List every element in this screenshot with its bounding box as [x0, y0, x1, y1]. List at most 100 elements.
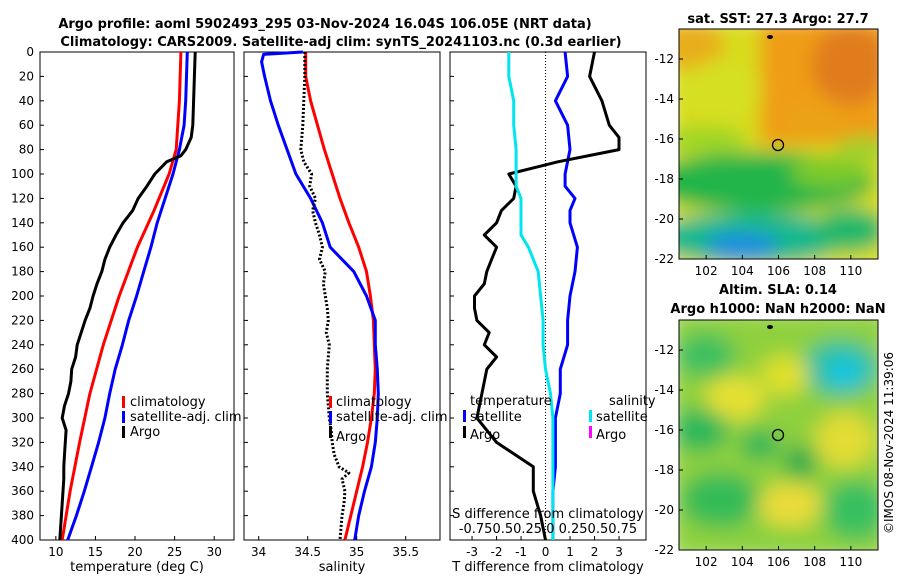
series-line-argo	[299, 52, 351, 541]
sla-map-subtitle: Argo h1000: NaN h2000: NaN	[670, 302, 885, 317]
timestamp: ©IMOS 08-Nov-2024 11:39:06	[882, 352, 896, 534]
sst-map-axes: 102 104 106 108 110 -12 -14 -16 -18 -20 -22	[654, 52, 862, 278]
map-x-tick-label: 102	[695, 555, 718, 569]
map-x-tick-label: 106	[767, 264, 790, 278]
x-tick-label: 15	[88, 545, 103, 559]
island-marker	[767, 35, 773, 39]
depth-tick-label: 80	[19, 143, 34, 157]
sla-map	[679, 320, 878, 550]
depth-tick-label: 180	[11, 265, 34, 279]
map-x-tick-label: 108	[803, 264, 826, 278]
map-x-tick-label: 106	[767, 555, 790, 569]
depth-tick-label: 140	[11, 216, 34, 230]
map-y-tick-label: -18	[654, 463, 674, 477]
depth-tick-label: 380	[11, 509, 34, 523]
map-x-tick-label: 104	[731, 264, 754, 278]
depth-tick-label: 200	[11, 289, 34, 303]
x-tick-label: 1	[566, 545, 574, 559]
series-line-argo	[58, 51, 197, 541]
x-tick-label: 20	[127, 545, 142, 559]
depth-axis: 0 20 40 60 80 100 120 140 160 180 200 220 240 260 280 3…	[11, 45, 44, 547]
sst-map	[679, 29, 878, 259]
legend-title-temperature: temperature	[470, 394, 552, 409]
legend-swatch-s-argo	[589, 426, 592, 438]
legend-swatch-argo	[329, 426, 332, 438]
sst-map-title: sat. SST: 27.3 Argo: 27.7	[687, 12, 868, 27]
series-line-climatology	[304, 52, 377, 541]
sla-map-axes: 102 104 106 108 110 -12 -14 -16 -18 -20 -22	[654, 343, 862, 569]
legend-label-satellite: satellite-adj. clim	[130, 410, 242, 425]
x-tick-label: 0	[542, 545, 550, 559]
map-y-tick-label: -16	[654, 132, 674, 146]
depth-tick-label: 160	[11, 240, 34, 254]
sla-map-title: Altim. SLA: 0.14	[719, 283, 837, 298]
depth-tick-label: 400	[11, 533, 34, 547]
legend-label-climatology: climatology	[336, 395, 412, 410]
difference-s-label: S difference from climatology	[452, 507, 644, 522]
legend-title-salinity: salinity	[609, 394, 656, 409]
legend-swatch-satellite	[329, 411, 332, 423]
legend-swatch-s-satellite	[589, 410, 592, 422]
x-tick-label: 35.5	[392, 545, 419, 559]
difference-plot: -3 -2 -1 0 1 2 3	[450, 51, 623, 559]
x-tick-label: 34.5	[294, 545, 321, 559]
salinity-legend: climatology satellite-adj. clim Argo	[329, 395, 448, 445]
series-line-climatology	[60, 51, 183, 541]
map-x-tick-label: 104	[731, 555, 754, 569]
depth-tick-label: 220	[11, 313, 34, 327]
salinity-panel	[243, 51, 441, 541]
legend-label-s-satellite: satellite	[596, 410, 648, 425]
depth-tick-label: 320	[11, 435, 34, 449]
map-y-tick-label: -18	[654, 172, 674, 186]
x-tick-label: -1	[515, 545, 527, 559]
depth-tick-label: 60	[19, 118, 34, 132]
legend-label-s-argo: Argo	[596, 428, 626, 443]
legend-label-argo: Argo	[130, 425, 160, 440]
difference-s-ticks: -0.750.50.25 0 0.250.50.75	[459, 522, 637, 537]
x-tick-label: 10	[48, 545, 63, 559]
depth-tick-label: 240	[11, 338, 34, 352]
legend-label-argo: Argo	[336, 430, 366, 445]
series-line-t-argo	[473, 51, 621, 541]
x-tick-label: -2	[491, 545, 503, 559]
legend-swatch-t-argo	[463, 426, 466, 438]
legend-swatch-climatology	[122, 396, 125, 408]
series-line-satellite-adj-clim	[260, 50, 380, 541]
map-y-tick-label: -16	[654, 423, 674, 437]
argo-location-marker	[771, 138, 785, 152]
legend-swatch-satellite	[122, 411, 125, 423]
depth-tick-label: 280	[11, 387, 34, 401]
map-y-tick-label: -22	[654, 543, 674, 557]
legend-label-climatology: climatology	[130, 395, 206, 410]
salinity-plot: 34 34.5 35 35.5	[244, 50, 419, 559]
temperature-plot: 10 15 20 25 30	[48, 51, 222, 559]
map-y-tick-label: -12	[654, 343, 674, 357]
map-x-tick-label: 110	[839, 555, 862, 569]
depth-tick-label: 360	[11, 484, 34, 498]
map-y-tick-label: -14	[654, 383, 674, 397]
temperature-legend: climatology satellite-adj. clim Argo	[122, 395, 242, 440]
series-line-s-satellite	[507, 52, 555, 540]
map-y-tick-label: -22	[654, 252, 674, 266]
figure-title-line2: Climatology: CARS2009. Satellite-adj cli…	[60, 35, 621, 50]
x-tick-label: 25	[167, 545, 182, 559]
map-y-tick-label: -14	[654, 92, 674, 106]
legend-swatch-climatology	[329, 396, 332, 408]
map-x-tick-label: 110	[839, 264, 862, 278]
difference-panel	[449, 51, 647, 541]
map-y-tick-label: -20	[654, 212, 674, 226]
x-tick-label: 2	[591, 545, 599, 559]
x-tick-label: 35	[349, 545, 364, 559]
depth-tick-label: 300	[11, 411, 34, 425]
x-tick-label: 30	[207, 545, 222, 559]
legend-label-t-satellite: satellite	[470, 410, 522, 425]
map-x-tick-label: 102	[695, 264, 718, 278]
difference-legend: temperature salinity satellite Argo sate…	[463, 394, 656, 443]
depth-tick-label: 260	[11, 362, 34, 376]
x-tick-label: 34	[251, 545, 266, 559]
depth-tick-label: 0	[26, 45, 34, 59]
legend-label-t-argo: Argo	[470, 428, 500, 443]
x-tick-label: 3	[615, 545, 623, 559]
series-line-t-satellite	[551, 51, 579, 540]
